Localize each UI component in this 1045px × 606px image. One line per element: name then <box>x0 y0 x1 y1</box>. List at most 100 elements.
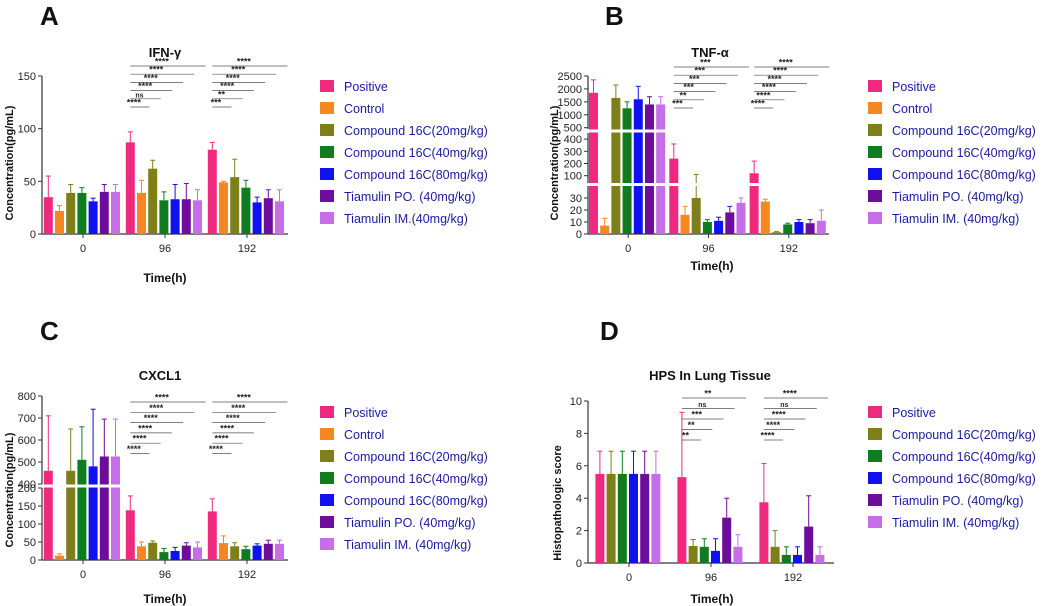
significance-label: **** <box>231 65 246 75</box>
legend-swatch <box>320 450 334 462</box>
bar <box>770 546 780 563</box>
significance-label: **** <box>760 431 775 441</box>
legend-label: Positive <box>892 80 936 94</box>
legend-label: Compound 16C(20mg/kg) <box>892 428 1036 442</box>
legend-label: Compound 16C(80mg/kg) <box>892 472 1036 486</box>
panel-label-a: A <box>40 1 59 31</box>
axis-break <box>587 129 830 133</box>
x-tick-label: 192 <box>784 572 802 584</box>
bar <box>137 192 146 234</box>
legend-swatch <box>320 146 334 158</box>
significance-label: **** <box>220 81 235 91</box>
bar <box>669 158 679 234</box>
bar <box>736 202 746 234</box>
significance-label: **** <box>756 90 771 100</box>
legend-label: Compound 16C(40mg/kg) <box>344 146 488 160</box>
significance-label: **** <box>762 82 777 92</box>
significance-label: ns <box>135 92 143 99</box>
panel-label-c: C <box>40 316 59 346</box>
x-tick-label: 0 <box>626 572 632 584</box>
y-tick-label: 100 <box>18 124 36 136</box>
legend-swatch <box>868 146 882 158</box>
legend-swatch <box>868 80 882 92</box>
legend-label: Compound 16C(40mg/kg) <box>892 450 1036 464</box>
x-tick-label: 96 <box>702 243 714 255</box>
significance-label: **** <box>783 389 798 399</box>
y-axis-label-d: Histopathologic score <box>552 445 564 561</box>
bar <box>781 554 791 563</box>
bar <box>275 201 284 234</box>
bar <box>170 551 180 560</box>
bar <box>219 543 228 560</box>
bar <box>815 554 825 563</box>
legend-swatch <box>320 538 334 550</box>
significance-label: *** <box>683 82 694 92</box>
bar <box>193 547 202 560</box>
bar <box>699 546 709 563</box>
bar <box>622 108 632 234</box>
panel-a: A IFN-γ Concentration(pg/mL) Time(h) 0 50… <box>4 1 488 285</box>
legend-label: Tiamulin PO. (40mg/kg) <box>892 190 1024 204</box>
chart-title-b: TNF-α <box>691 45 729 60</box>
axis-break <box>41 484 289 488</box>
panel-label-b: B <box>605 1 624 31</box>
bar <box>66 470 76 560</box>
significance-label: **** <box>226 413 241 423</box>
bar <box>241 549 251 560</box>
panel-d: D HPS In Lung Tissue Histopathologic sco… <box>552 316 1036 606</box>
bar <box>77 192 87 234</box>
significance-label: **** <box>214 434 229 444</box>
bar <box>55 210 64 234</box>
bar <box>111 456 120 560</box>
y-tick-label: 10 <box>570 396 582 408</box>
legend-swatch <box>868 212 882 224</box>
significance-label: *** <box>695 66 706 76</box>
legend-swatch <box>320 516 334 528</box>
significance-label: ** <box>688 420 696 430</box>
bar <box>595 473 605 563</box>
significance-label: **** <box>144 73 159 83</box>
x-tick-label: 192 <box>780 243 798 255</box>
y-tick-label: 1500 <box>558 97 582 109</box>
legend-label: Compound 16C(40mg/kg) <box>344 472 488 486</box>
legend-swatch <box>320 494 334 506</box>
significance-label: *** <box>211 98 222 108</box>
y-tick-label: 400 <box>564 134 582 146</box>
bar <box>805 223 815 234</box>
y-tick-label: 600 <box>18 435 36 447</box>
significance-label: **** <box>155 57 170 67</box>
legend-swatch <box>320 212 334 224</box>
significance-label: **** <box>768 74 783 84</box>
y-tick-label: 700 <box>18 413 36 425</box>
bar <box>816 220 826 234</box>
y-tick-label: 150 <box>18 71 36 83</box>
x-tick-label: 0 <box>80 243 86 255</box>
significance-label: **** <box>155 393 170 403</box>
bar <box>711 550 720 563</box>
bar <box>794 222 804 234</box>
legend-label: Control <box>344 428 384 442</box>
bar <box>749 173 759 234</box>
legend-swatch <box>868 428 882 440</box>
legend-swatch <box>320 124 334 136</box>
bar <box>252 202 262 234</box>
legend-swatch <box>868 494 882 506</box>
bar <box>66 192 76 234</box>
legend-label: Tiamulin IM.(40mg/kg) <box>344 212 468 226</box>
panel-c: C CXCL1 Concentration(pg/mL) Time(h) 0 50… <box>4 316 488 606</box>
bar <box>656 104 666 234</box>
legend-swatch <box>868 472 882 484</box>
bar <box>606 473 616 563</box>
y-tick-label: 2500 <box>558 71 582 83</box>
y-tick-label: 20 <box>570 205 582 217</box>
legend-swatch <box>320 80 334 92</box>
legend-label: Positive <box>344 80 388 94</box>
bar <box>722 517 732 563</box>
y-tick-label: 500 <box>18 457 36 469</box>
legend-label: Tiamulin PO. (40mg/kg) <box>344 516 476 530</box>
legend-swatch <box>868 406 882 418</box>
chart-title-a: IFN-γ <box>149 45 182 60</box>
significance-label: *** <box>672 99 683 109</box>
significance-label: ** <box>704 389 712 399</box>
y-axis-label-c: Concentration(pg/mL) <box>4 432 16 547</box>
